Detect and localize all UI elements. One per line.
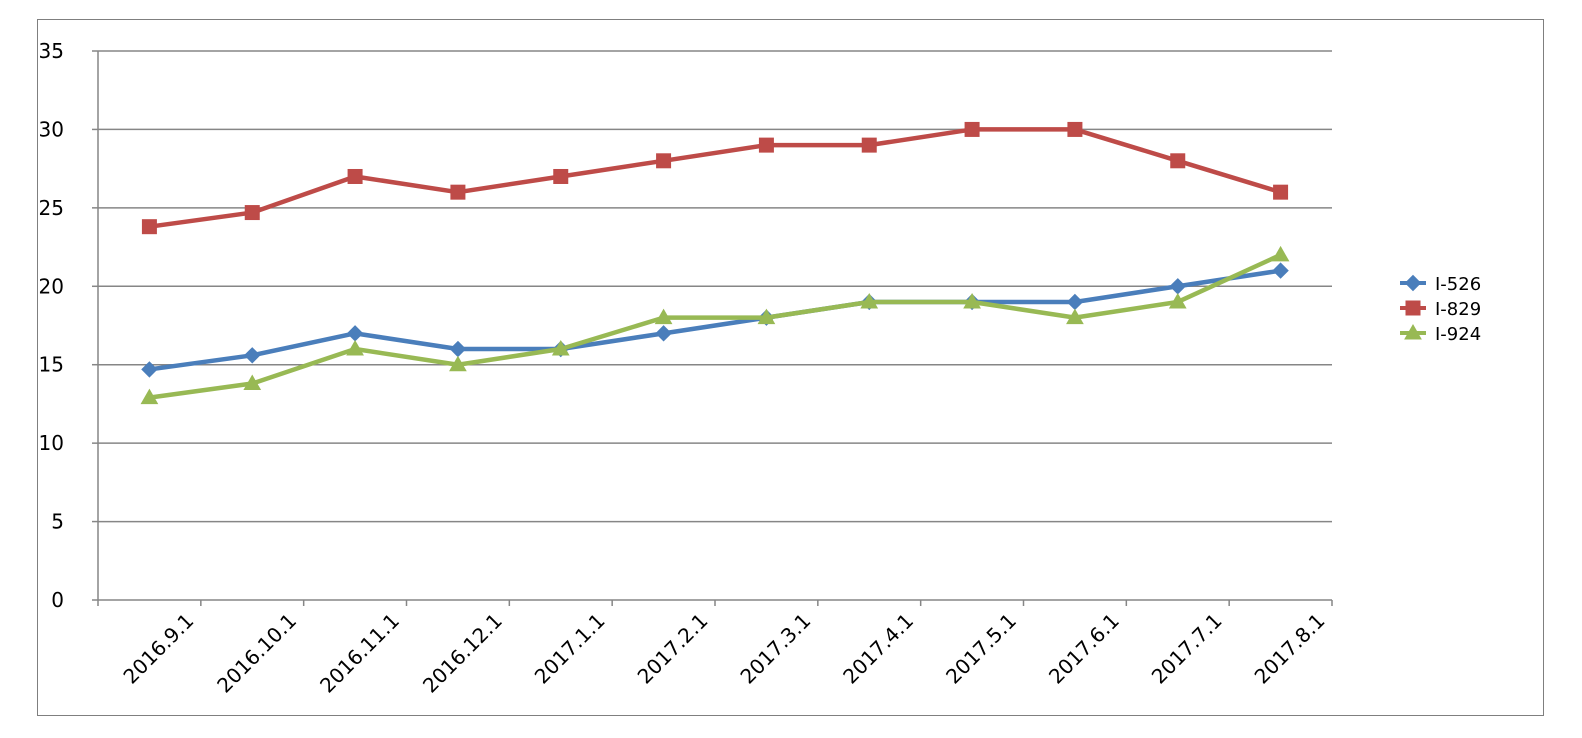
data-point-i-829 (141, 219, 157, 235)
data-point-i-526 (1169, 278, 1186, 295)
data-point-i-924 (243, 374, 262, 391)
data-point-i-924 (963, 292, 981, 309)
data-point-i-924 (1066, 308, 1084, 325)
data-point-i-829 (1067, 121, 1083, 137)
x-tick-label: 2016.10.1 (212, 609, 301, 698)
x-tick-label: 2017.1.1 (530, 609, 610, 689)
legend-marker-i-829 (1405, 300, 1421, 316)
y-tick-label: 35 (39, 39, 64, 63)
legend-marker-i-924 (1404, 323, 1422, 340)
data-point-i-526 (244, 347, 261, 364)
data-point-i-924 (346, 340, 364, 356)
y-tick-label: 25 (39, 196, 64, 220)
x-axis-ticks: 2016.9.1 2016.10.1 2016.11.1 2016.12.1 2017.… (97, 600, 1333, 698)
data-point-i-829 (861, 137, 877, 153)
y-axis-ticks: 0 5 10 15 20 25 30 35 (39, 39, 98, 612)
gridlines (98, 50, 1332, 523)
data-point-i-526 (655, 325, 672, 342)
series-line-i-924 (147, 252, 1283, 400)
series-line-i-829 (147, 127, 1283, 229)
x-tick-label: 2017.3.1 (735, 609, 815, 689)
data-point-i-829 (656, 153, 672, 169)
data-point-i-829 (1273, 184, 1289, 200)
y-tick-label: 10 (39, 431, 64, 455)
x-tick-label: 2017.2.1 (633, 609, 713, 689)
data-point-i-829 (347, 168, 363, 184)
y-tick-label: 15 (39, 353, 64, 377)
data-point-i-829 (553, 168, 569, 184)
series-group (140, 121, 1290, 405)
x-tick-label: 2016.11.1 (315, 609, 404, 698)
x-tick-label: 2016.9.1 (118, 609, 198, 689)
y-tick-label: 0 (51, 588, 64, 612)
y-tick-label: 20 (39, 274, 64, 298)
x-tick-label: 2017.6.1 (1044, 609, 1124, 689)
x-tick-label: 2016.12.1 (418, 609, 507, 698)
x-tick-label: 2017.4.1 (838, 609, 918, 689)
x-tick-label: 2017.8.1 (1250, 609, 1330, 689)
series-line-i-526 (147, 268, 1283, 372)
data-point-i-829 (964, 121, 980, 137)
y-tick-label: 5 (51, 510, 64, 534)
data-point-i-526 (449, 340, 467, 358)
legend: I-526 I-829 I-924 (1400, 274, 1481, 345)
data-point-i-829 (450, 184, 466, 200)
data-point-i-829 (244, 205, 260, 221)
data-point-i-924 (551, 340, 570, 356)
legend-label-i-526: I-526 (1435, 274, 1481, 295)
x-tick-label: 2017.5.1 (941, 609, 1021, 689)
data-point-i-526 (1272, 262, 1289, 279)
data-point-i-526 (346, 325, 364, 342)
data-point-i-829 (1170, 153, 1186, 169)
data-point-i-924 (654, 308, 673, 325)
data-point-i-924 (757, 308, 776, 325)
legend-label-i-924: I-924 (1435, 324, 1481, 345)
y-tick-label: 30 (39, 117, 64, 141)
legend-label-i-829: I-829 (1435, 299, 1481, 320)
data-point-i-829 (758, 137, 774, 153)
data-point-i-924 (1271, 245, 1290, 262)
data-point-i-924 (140, 388, 159, 405)
data-point-i-526 (141, 361, 158, 378)
data-point-i-526 (1066, 293, 1084, 311)
legend-marker-i-526 (1404, 274, 1422, 292)
data-point-i-924 (449, 355, 467, 372)
data-point-i-924 (860, 292, 879, 309)
x-tick-label: 2017.7.1 (1147, 609, 1227, 689)
data-point-i-924 (1168, 292, 1187, 309)
